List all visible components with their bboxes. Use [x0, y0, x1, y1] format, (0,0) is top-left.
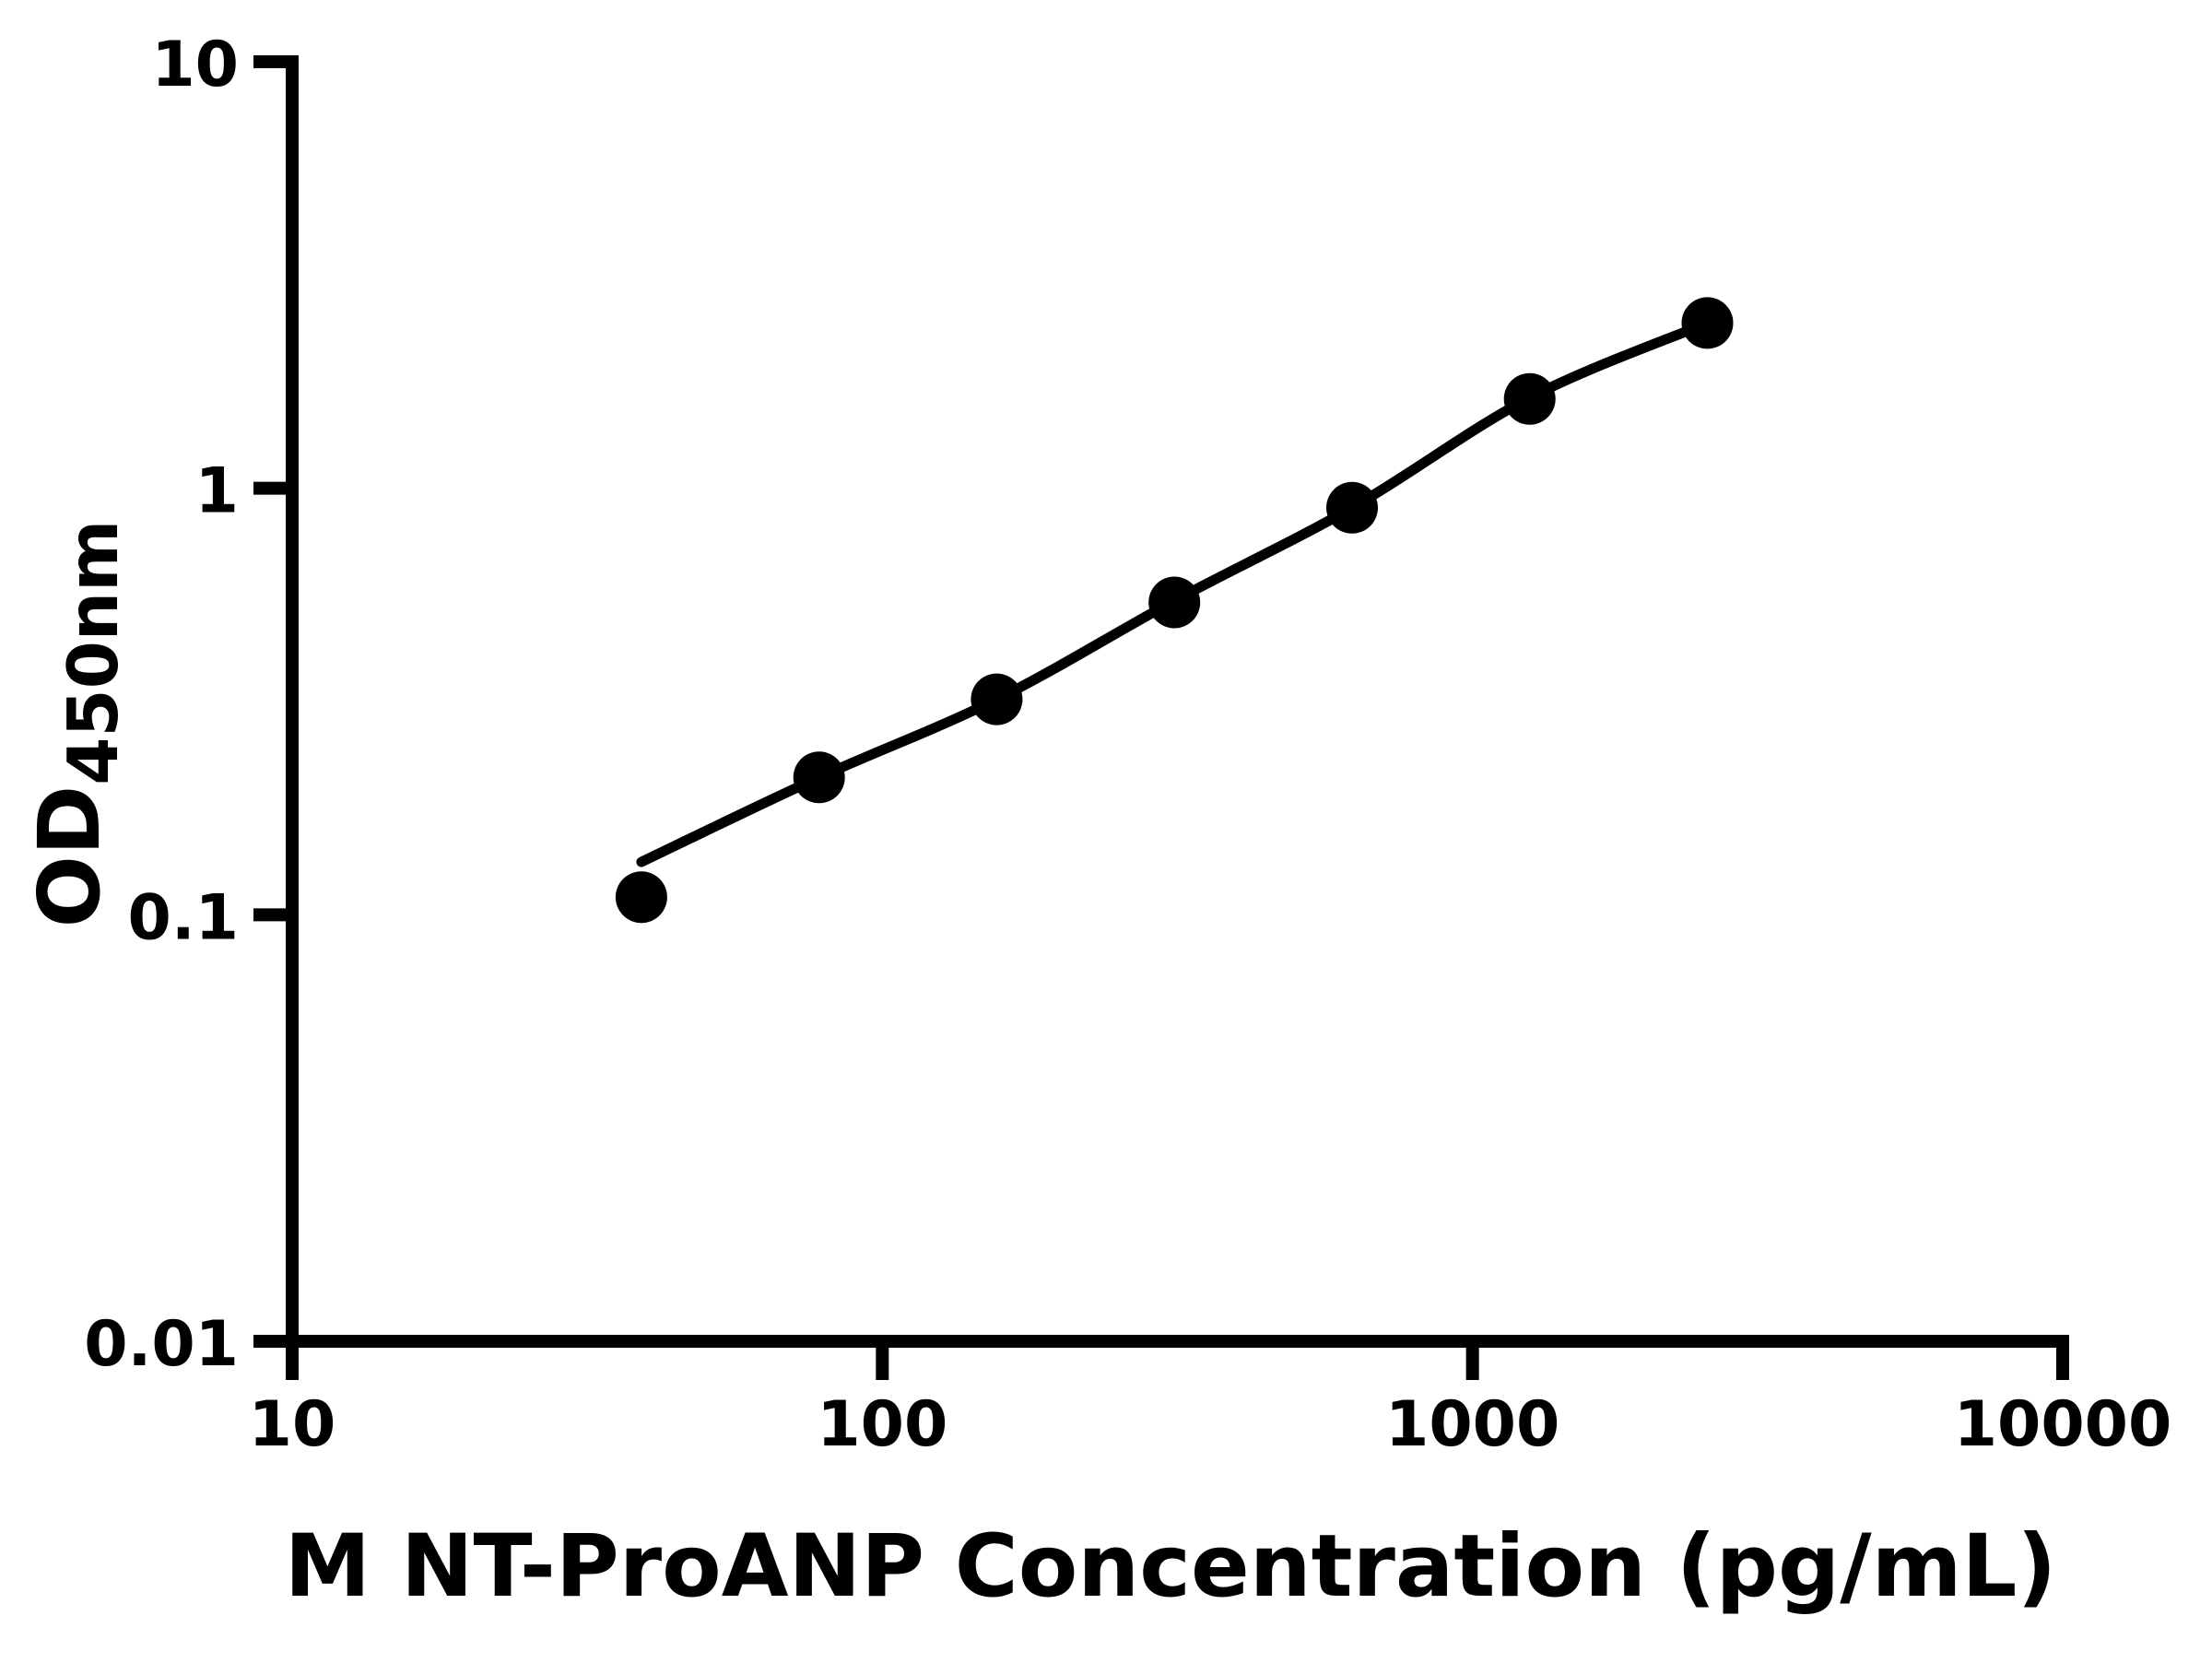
- y-axis-title-subscript: 450nm: [53, 520, 134, 785]
- data-points: [615, 297, 1734, 924]
- data-point: [1681, 297, 1734, 349]
- y-tick-label: 1: [195, 455, 239, 528]
- y-tick-label: 0.01: [84, 1308, 239, 1381]
- data-point: [615, 871, 667, 924]
- x-tick-label: 10: [249, 1388, 336, 1461]
- x-axis-ticks: 10 100 1000 10000: [249, 1341, 2172, 1461]
- y-axis-title-main: OD: [20, 785, 119, 928]
- data-point: [1148, 576, 1201, 629]
- y-tick-label: 0.1: [128, 881, 239, 954]
- y-axis-ticks: 0.01 0.1 1 10: [84, 29, 292, 1381]
- data-point: [971, 673, 1023, 725]
- data-point: [1503, 372, 1556, 425]
- x-tick-label: 100: [817, 1388, 947, 1461]
- data-point: [793, 751, 845, 804]
- data-point: [1326, 481, 1378, 534]
- x-axis-title: M NT-ProANP Concentration (pg/mL): [285, 1516, 2057, 1617]
- y-axis-title: OD450nm: [20, 520, 134, 928]
- y-tick-label: 10: [151, 29, 239, 101]
- x-tick-label: 10000: [1954, 1388, 2172, 1461]
- axes: [286, 55, 2069, 1348]
- x-tick-label: 1000: [1385, 1388, 1559, 1461]
